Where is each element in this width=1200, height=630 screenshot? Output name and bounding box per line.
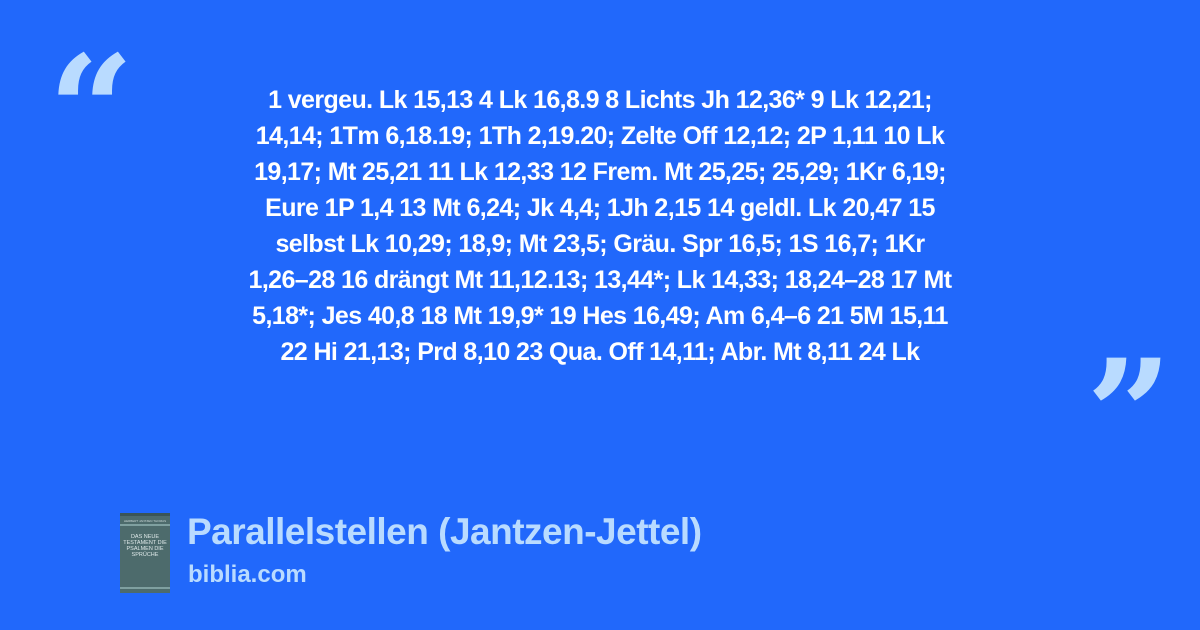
source-title: Parallelstellen (Jantzen-Jettel) xyxy=(187,511,702,552)
quote-line: 19,17; Mt 25,21 11 Lk 12,33 12 Frem. Mt … xyxy=(254,158,946,186)
source-site-link[interactable]: biblia.com xyxy=(188,561,307,588)
quote-line: selbst Lk 10,29; 18,9; Mt 23,5; Gräu. Sp… xyxy=(275,230,925,258)
quote-line: 14,14; 1Tm 6,18.19; 1Th 2,19.20; Zelte O… xyxy=(255,122,945,150)
quote-text: 1 vergeu. Lk 15,13 4 Lk 16,8.9 8 Lichts … xyxy=(100,82,1100,370)
quote-line: 5,18*; Jes 40,8 18 Mt 19,9* 19 Hes 16,49… xyxy=(252,302,948,330)
quote-line: 22 Hi 21,13; Prd 8,10 23 Qua. Off 14,11;… xyxy=(280,338,920,366)
cover-title: DAS NEUE TESTAMENT DIE PSALMEN DIE SPRÜC… xyxy=(123,534,167,558)
quote-line: 1,26–28 16 drängt Mt 11,12.13; 13,44*; L… xyxy=(248,266,953,294)
book-cover-image: HERBERT JANTZEN THOMAS JETTEL DAS NEUE T… xyxy=(120,513,170,593)
close-quote-icon: ” xyxy=(1086,327,1173,503)
quote-line: 1 vergeu. Lk 15,13 4 Lk 16,8.9 8 Lichts … xyxy=(268,86,932,114)
open-quote-icon: “ xyxy=(48,23,135,199)
quote-line: Eure 1P 1,4 13 Mt 6,24; Jk 4,4; 1Jh 2,15… xyxy=(265,194,935,222)
